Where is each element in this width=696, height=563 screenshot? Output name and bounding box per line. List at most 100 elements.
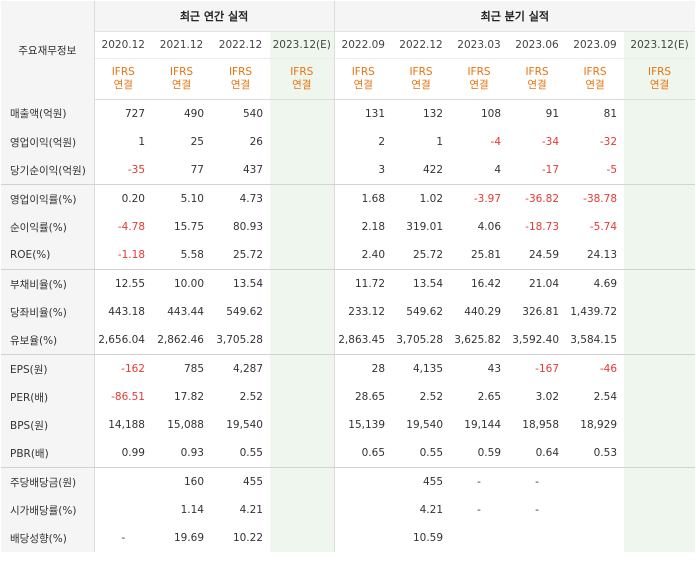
- table-cell: 25.81: [450, 241, 509, 270]
- table-cell: 12.55: [114, 278, 145, 290]
- table-cell: [270, 184, 335, 213]
- table-cell: -4: [490, 136, 502, 148]
- table-cell: [270, 213, 335, 241]
- table-cell: 28.65: [354, 391, 386, 403]
- table-row: 영업이익률(%) 0.20 5.10 4.73 1.68 1.02 -3.97 -36.82 -…: [1, 184, 696, 213]
- table-cell: 18,958: [522, 419, 560, 431]
- table-cell: -: [477, 504, 481, 516]
- table-cell: -: [477, 476, 481, 488]
- row-label: 시가배당률(%): [1, 496, 95, 524]
- table-cell: [334, 524, 392, 552]
- table-cell: -18.73: [525, 221, 560, 233]
- table-cell: 24.13: [566, 241, 625, 270]
- table-cell: [624, 156, 696, 185]
- table-cell: [508, 524, 566, 552]
- table-cell: 4,287: [232, 363, 263, 375]
- ifrs-consolidated-text: 연결: [292, 79, 312, 91]
- table-cell: 10.00: [173, 278, 204, 290]
- table-cell: [270, 156, 335, 185]
- ifrs-label: IFRS 연결: [450, 58, 509, 100]
- ifrs-label: IFRS 연결: [566, 58, 625, 100]
- table-cell: 440.29: [464, 306, 502, 318]
- row-label: 영업이익(억원): [1, 128, 95, 156]
- table-cell: 3,584.15: [566, 326, 625, 355]
- table-cell: [624, 298, 696, 326]
- table-cell: -: [535, 504, 539, 516]
- table-cell: 0.55: [392, 439, 451, 468]
- table-cell: 25: [190, 136, 204, 148]
- row-label: 매출액(억원): [1, 99, 95, 128]
- table-cell: 1.14: [180, 504, 204, 516]
- table-cell: 3,592.40: [508, 326, 567, 355]
- period-header: 2022.09: [334, 31, 393, 59]
- table-cell: [624, 269, 696, 298]
- table-cell: 24.59: [508, 241, 567, 270]
- table-cell: 3.02: [535, 391, 560, 403]
- table-cell: -17: [508, 156, 567, 185]
- table-cell: 10.22: [232, 532, 263, 544]
- table-row: ROE(%) -1.18 5.58 25.72 2.40 25.72 25.81 24.59 2…: [1, 241, 696, 270]
- period-header: 2020.12: [94, 31, 152, 59]
- table-cell: [624, 439, 696, 468]
- table-cell: -: [535, 476, 539, 488]
- table-cell: 15.75: [173, 221, 204, 233]
- table-cell: 16.42: [470, 278, 502, 290]
- table-cell: -3.97: [473, 193, 502, 205]
- table-cell: 1: [436, 136, 444, 148]
- period-header: 2022.12: [211, 31, 270, 59]
- table-cell: [624, 411, 696, 439]
- row-label: 부채비율(%): [1, 269, 95, 298]
- table-cell: 0.65: [334, 439, 393, 468]
- row-label: 영업이익률(%): [1, 184, 95, 213]
- table-cell: [94, 496, 152, 524]
- table-cell: 2.65: [477, 391, 502, 403]
- table-cell: [270, 496, 335, 524]
- table-cell: -5: [566, 156, 625, 185]
- table-cell: [624, 467, 696, 496]
- table-cell: [270, 524, 335, 552]
- row-label: 당좌비율(%): [1, 298, 95, 326]
- table-cell: [334, 496, 392, 524]
- table-cell: [566, 524, 624, 552]
- period-header: 2023.09: [566, 31, 625, 59]
- table-cell: 11.72: [354, 278, 386, 290]
- table-cell: [624, 213, 696, 241]
- row-label: ROE(%): [1, 241, 95, 270]
- table-cell: 2.52: [239, 391, 263, 403]
- period-header-estimate: 2023.12(E): [270, 31, 335, 59]
- table-cell: 77: [152, 156, 211, 185]
- table-cell: 160: [183, 476, 204, 488]
- table-cell: 13.54: [412, 278, 444, 290]
- table-cell: 2.52: [419, 391, 444, 403]
- table-cell: 0.20: [121, 193, 145, 205]
- table-cell: [450, 524, 508, 552]
- table-cell: -46: [599, 363, 618, 375]
- table-cell: [270, 298, 335, 326]
- table-cell: 2: [378, 136, 386, 148]
- quarterly-group-header: 최근 분기 실적: [334, 1, 696, 32]
- table-cell: 727: [124, 108, 145, 120]
- table-cell: -86.51: [111, 391, 145, 403]
- period-header: 2023.03: [450, 31, 509, 59]
- table-cell: 81: [603, 108, 618, 120]
- table-row: 영업이익(억원) 1 25 26 2 1 -4 -34 -32: [1, 128, 696, 156]
- table-cell: 3,625.82: [450, 326, 509, 355]
- table-cell: 131: [364, 108, 386, 120]
- table-cell: 4: [450, 156, 509, 185]
- table-cell: -36.82: [525, 193, 560, 205]
- ifrs-standard-text: IFRS: [290, 66, 314, 78]
- table-cell: [270, 241, 335, 270]
- table-cell: 1: [138, 136, 145, 148]
- table-row: PBR(배) 0.99 0.93 0.55 0.65 0.55 0.59 0.64 0.53: [1, 439, 696, 468]
- table-cell: 15,139: [348, 419, 386, 431]
- table-row: EPS(원) -162 785 4,287 28 4,135 43 -167 -46: [1, 354, 696, 383]
- row-label: 순이익률(%): [1, 213, 95, 241]
- ifrs-standard-text: IFRS: [351, 66, 375, 78]
- table-cell: [270, 99, 335, 128]
- table-cell: 26: [249, 136, 263, 148]
- table-cell: 14,188: [108, 419, 145, 431]
- table-cell: 4.06: [477, 221, 502, 233]
- row-label: BPS(원): [1, 411, 95, 439]
- ifrs-label: IFRS 연결: [334, 58, 393, 100]
- table-row: 당기순이익(억원) -35 77 437 3 422 4 -17 -5: [1, 156, 696, 185]
